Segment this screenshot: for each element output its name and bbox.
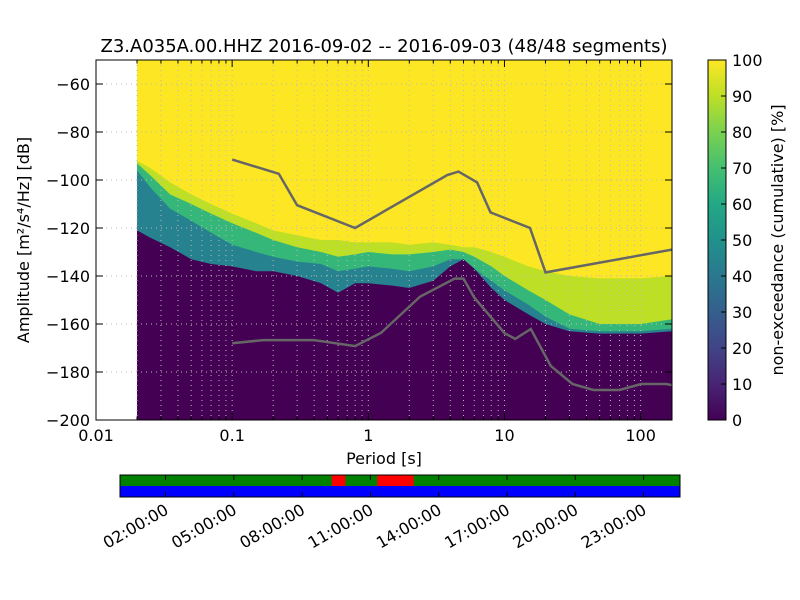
colorbar-tick-label: 90: [732, 87, 752, 106]
x-axis-ticks: 0.01 0.1 1 10 100: [78, 60, 656, 445]
x-tick-label: 1: [363, 426, 373, 445]
plot-frame: [95, 59, 673, 421]
timeline-tick-label: 05:00:00: [168, 500, 240, 552]
colorbar-tick-label: 80: [732, 123, 752, 142]
y-tick-label: −100: [46, 171, 90, 190]
colorbar-tick-label: 50: [732, 231, 752, 250]
colorbar-tick-label: 30: [732, 303, 752, 322]
y-tick-label: −80: [56, 123, 90, 142]
y-tick-label: −160: [46, 315, 90, 334]
x-axis-label: Period [s]: [346, 449, 422, 468]
y-axis-label: Amplitude [m²/s⁴/Hz] [dB]: [14, 137, 33, 343]
data-coverage-timeline: [119, 474, 681, 498]
timeline-tick-label: 02:00:00: [100, 500, 172, 552]
timeline-tick-label: 08:00:00: [236, 500, 308, 552]
timeline-frame: [119, 474, 681, 498]
colorbar-tick-label: 60: [732, 195, 752, 214]
timeline-bottom-row: [120, 486, 680, 497]
high-noise-model-line: [231, 158, 672, 274]
band-0-5: [137, 230, 672, 420]
colorbar-ticks: 0 10 20 30 40 50 60 70 80 90 100: [721, 51, 763, 430]
y-tick-label: −120: [46, 219, 90, 238]
x-tick-label: 0.1: [219, 426, 244, 445]
timeline-tick-label: 11:00:00: [305, 500, 377, 552]
timeline-tick-label: 23:00:00: [578, 500, 650, 552]
timeline-gap-segment: [331, 475, 346, 486]
colorbar-tick-label: 0: [732, 411, 742, 430]
y-tick-label: −200: [46, 411, 90, 430]
timeline-tick-label: 14:00:00: [373, 500, 445, 552]
y-tick-label: −180: [46, 363, 90, 382]
noise-models: [231, 158, 672, 392]
colorbar-label: non-exceedance (cumulative) [%]: [768, 104, 787, 375]
colorbar-tick-label: 40: [732, 267, 752, 286]
timeline-tick-label: 17:00:00: [441, 500, 513, 552]
colorbar-tick-label: 10: [732, 375, 752, 394]
colorbar-tick-label: 70: [732, 159, 752, 178]
ppsd-heatmap: [136, 60, 672, 420]
timeline-tick-label: 20:00:00: [510, 500, 582, 552]
x-tick-label: 100: [625, 426, 656, 445]
timeline-gap-segment: [377, 475, 414, 486]
x-tick-label: 10: [494, 426, 514, 445]
colorbar-tick-label: 100: [732, 51, 763, 70]
low-noise-model-line: [232, 277, 672, 392]
y-axis-ticks: −60 −80 −100 −120 −140 −160 −180 −200: [46, 75, 672, 430]
colorbar-tick-label: 20: [732, 339, 752, 358]
chart-title: Z3.A035A.00.HHZ 2016-09-02 -- 2016-09-03…: [101, 36, 668, 57]
x-tick-label: 0.01: [78, 426, 114, 445]
y-tick-label: −140: [46, 267, 90, 286]
y-tick-label: −60: [56, 75, 90, 94]
